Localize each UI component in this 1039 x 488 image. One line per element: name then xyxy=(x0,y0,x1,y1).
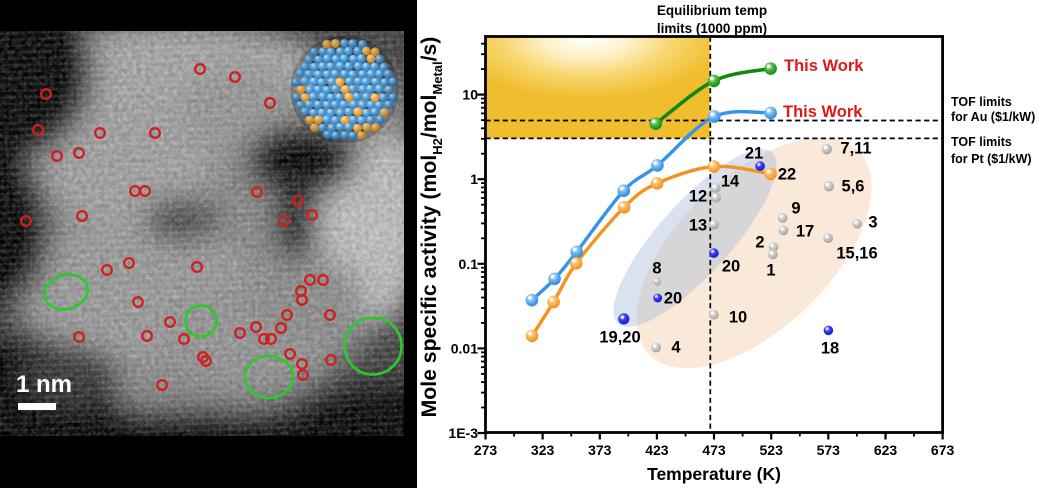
svg-text:623: 623 xyxy=(874,442,898,458)
svg-text:limits (1000 ppm): limits (1000 ppm) xyxy=(657,21,767,36)
svg-text:373: 373 xyxy=(588,442,612,458)
svg-text:473: 473 xyxy=(702,442,726,458)
svg-text:17: 17 xyxy=(796,223,814,241)
svg-text:Temperature (K): Temperature (K) xyxy=(647,464,781,484)
svg-text:5,6: 5,6 xyxy=(842,178,865,196)
svg-text:10: 10 xyxy=(729,309,747,327)
svg-text:1 nm: 1 nm xyxy=(16,371,72,398)
svg-text:This Work: This Work xyxy=(784,57,864,75)
svg-text:14: 14 xyxy=(721,173,740,191)
svg-text:573: 573 xyxy=(817,442,841,458)
svg-text:15,16: 15,16 xyxy=(836,245,877,263)
svg-text:10: 10 xyxy=(462,87,478,103)
svg-text:20: 20 xyxy=(664,290,682,308)
svg-text:2: 2 xyxy=(755,234,764,252)
svg-text:for Au ($1/kW): for Au ($1/kW) xyxy=(951,110,1035,124)
svg-text:Equilibrium temp: Equilibrium temp xyxy=(657,3,767,18)
svg-text:for Pt ($1/kW): for Pt ($1/kW) xyxy=(951,152,1032,166)
svg-text:12: 12 xyxy=(689,188,707,206)
svg-text:4: 4 xyxy=(671,339,681,357)
svg-text:9: 9 xyxy=(791,200,800,218)
svg-text:523: 523 xyxy=(760,442,784,458)
svg-text:Mole specific activity (molH2/: Mole specific activity (molH2/molMetal/s… xyxy=(418,37,445,418)
svg-text:20: 20 xyxy=(722,258,740,276)
svg-text:This Work: This Work xyxy=(783,103,863,121)
svg-text:0.1: 0.1 xyxy=(459,256,479,272)
svg-text:8: 8 xyxy=(652,260,661,278)
svg-text:1: 1 xyxy=(766,262,775,280)
svg-text:19,20: 19,20 xyxy=(599,329,640,347)
svg-text:21: 21 xyxy=(745,145,763,163)
svg-text:3: 3 xyxy=(868,214,877,232)
svg-text:TOF limits: TOF limits xyxy=(951,95,1012,109)
svg-text:673: 673 xyxy=(931,442,955,458)
svg-text:0.01: 0.01 xyxy=(451,340,478,356)
svg-text:18: 18 xyxy=(821,340,839,358)
svg-text:273: 273 xyxy=(474,442,498,458)
svg-text:423: 423 xyxy=(645,442,669,458)
svg-text:7,11: 7,11 xyxy=(840,140,871,158)
svg-text:323: 323 xyxy=(531,442,555,458)
svg-text:13: 13 xyxy=(689,217,707,235)
svg-text:TOF limits: TOF limits xyxy=(951,135,1012,149)
svg-text:1E-3: 1E-3 xyxy=(448,425,478,441)
svg-text:22: 22 xyxy=(778,166,796,184)
svg-text:1: 1 xyxy=(470,171,478,187)
